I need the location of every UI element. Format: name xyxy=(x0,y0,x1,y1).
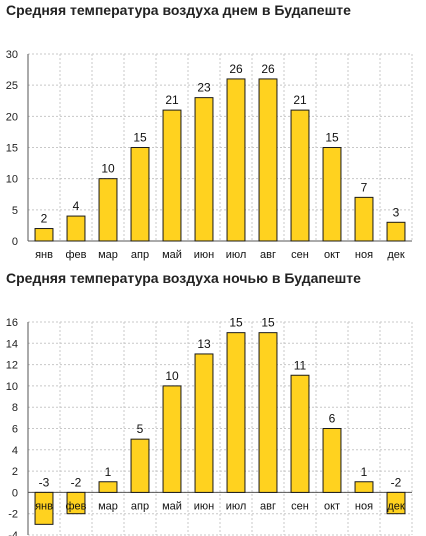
data-label: 26 xyxy=(229,62,243,76)
bar xyxy=(130,438,150,493)
bar xyxy=(66,215,86,242)
bar xyxy=(34,491,54,525)
day-temperature-chart: 0 5 10 15 20 25 30 2 янв 4 фев 10 мар 15 апр 21 май 23 июн… xyxy=(6,49,413,261)
bar xyxy=(34,228,54,242)
bar xyxy=(162,109,182,242)
bar xyxy=(98,178,118,242)
y-tick-label: 15 xyxy=(6,143,18,155)
data-label: 4 xyxy=(73,199,80,213)
bar xyxy=(258,332,278,493)
x-tick-label: мар xyxy=(98,500,118,512)
y-tick-label: 0 xyxy=(12,236,18,248)
bar xyxy=(194,97,214,242)
data-label: 7 xyxy=(361,180,368,194)
data-label: -3 xyxy=(39,475,50,489)
data-label: 2 xyxy=(41,212,48,226)
x-tick-label: ноя xyxy=(355,500,373,512)
bar xyxy=(258,78,278,242)
y-tick-label: 12 xyxy=(6,360,18,372)
x-tick-label: окт xyxy=(324,500,340,512)
y-tick-label: -2 xyxy=(8,509,18,521)
x-tick-label: авг xyxy=(260,500,276,512)
data-label: 21 xyxy=(293,93,307,107)
data-label: 15 xyxy=(261,316,275,330)
y-tick-label: 0 xyxy=(12,487,18,499)
data-label: -2 xyxy=(71,475,82,489)
x-tick-label: сен xyxy=(291,500,309,512)
x-tick-label: май xyxy=(162,500,182,512)
data-label: 1 xyxy=(361,465,368,479)
y-tick-label: 4 xyxy=(12,445,18,457)
x-tick-label: ноя xyxy=(355,249,373,261)
x-tick-label: янв xyxy=(35,249,53,261)
chart-title-night: Средняя температура воздуха ночью в Буда… xyxy=(6,270,361,286)
y-tick-label: 10 xyxy=(6,174,18,186)
data-label: 10 xyxy=(101,162,115,176)
night-temperature-chart: -4-20246810121416-3янв-2фев1мар5апр10май… xyxy=(6,316,413,536)
y-tick-label: 5 xyxy=(12,205,18,217)
y-tick-label: 8 xyxy=(12,402,18,414)
data-label: 15 xyxy=(133,131,147,145)
x-tick-label: дек xyxy=(387,249,405,261)
y-tick-label: 20 xyxy=(6,111,18,123)
x-tick-label: апр xyxy=(131,500,149,512)
x-tick-label: янв xyxy=(35,500,53,512)
bar xyxy=(354,196,374,242)
bar xyxy=(226,78,246,242)
bar xyxy=(290,109,310,242)
data-label: -2 xyxy=(391,475,402,489)
chart-title-day: Средняя температура воздуха днем в Будап… xyxy=(6,2,351,18)
data-label: 10 xyxy=(165,369,179,383)
data-label: 11 xyxy=(294,358,307,372)
x-tick-label: май xyxy=(162,249,182,261)
x-tick-label: июн xyxy=(194,249,214,261)
y-tick-label: 25 xyxy=(6,80,18,92)
y-tick-label: 10 xyxy=(6,381,18,393)
bar xyxy=(98,481,118,493)
x-tick-label: авг xyxy=(260,249,276,261)
x-tick-label: июл xyxy=(226,249,247,261)
bar xyxy=(66,491,86,515)
y-tick-label: 14 xyxy=(6,338,18,350)
data-label: 1 xyxy=(105,465,112,479)
bar xyxy=(322,428,342,493)
x-tick-label: дек xyxy=(387,500,405,512)
y-tick-label: 6 xyxy=(12,424,18,436)
x-tick-label: фев xyxy=(65,249,86,261)
x-tick-label: фев xyxy=(65,500,86,512)
bar xyxy=(226,332,246,493)
bar xyxy=(194,353,214,493)
x-tick-label: сен xyxy=(291,249,309,261)
bar xyxy=(386,491,406,515)
y-tick-label: 30 xyxy=(6,49,18,61)
data-label: 6 xyxy=(329,412,336,426)
data-label: 5 xyxy=(137,422,144,436)
bar xyxy=(290,374,310,493)
y-tick-label: -4 xyxy=(8,530,18,536)
data-label: 15 xyxy=(325,131,339,145)
bar xyxy=(322,147,342,242)
data-label: 26 xyxy=(261,62,275,76)
y-tick-label: 2 xyxy=(12,466,18,478)
data-label: 3 xyxy=(393,205,400,219)
bar xyxy=(386,221,406,242)
data-label: 13 xyxy=(197,337,211,351)
x-tick-label: окт xyxy=(324,249,340,261)
bar xyxy=(130,147,150,242)
data-label: 15 xyxy=(229,316,243,330)
x-tick-label: июн xyxy=(194,500,214,512)
data-label: 21 xyxy=(165,93,179,107)
y-tick-label: 16 xyxy=(6,317,18,329)
bar xyxy=(162,385,182,493)
x-tick-label: мар xyxy=(98,249,118,261)
bar xyxy=(354,481,374,493)
x-tick-label: июл xyxy=(226,500,247,512)
x-tick-label: апр xyxy=(131,249,149,261)
data-label: 23 xyxy=(197,81,211,95)
